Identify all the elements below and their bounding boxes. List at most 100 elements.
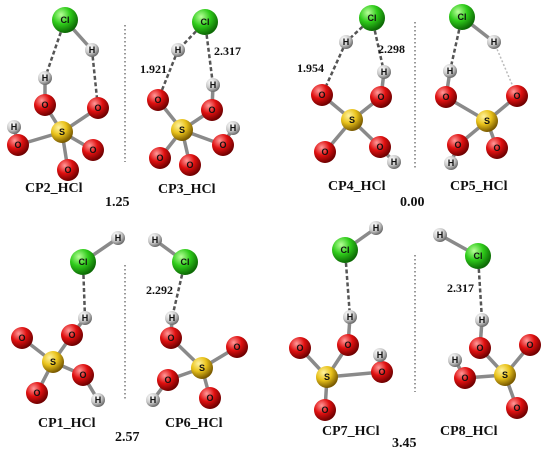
caption: CP2_HCl — [25, 181, 83, 196]
atom — [314, 399, 336, 421]
atom — [11, 327, 33, 349]
atom — [212, 134, 234, 156]
atom — [341, 109, 363, 131]
atom-label: H — [82, 313, 89, 323]
atom — [78, 311, 92, 325]
atom-label: S — [50, 357, 56, 367]
distance: 2.292 — [146, 283, 173, 297]
atom — [148, 233, 162, 247]
atom-label: O — [164, 375, 171, 385]
atom — [201, 99, 223, 121]
atom-label: Cl — [474, 251, 483, 261]
atom-label: Cl — [79, 257, 88, 267]
atom — [465, 243, 491, 269]
atom-label: O — [68, 330, 75, 340]
energy: 0.00 — [400, 195, 425, 210]
atom — [72, 364, 94, 386]
atom-label: O — [167, 333, 174, 343]
atom-label: Cl — [341, 245, 350, 255]
atom — [226, 336, 248, 358]
atom-label: O — [41, 100, 48, 110]
atom-label: O — [377, 92, 384, 102]
atom-label: H — [175, 45, 182, 55]
atom-label: O — [208, 105, 215, 115]
atom-label: H — [42, 73, 49, 83]
atom-label: O — [296, 343, 303, 353]
atom — [7, 134, 29, 156]
atom — [343, 310, 357, 324]
atom-label: O — [64, 165, 71, 175]
atom — [433, 228, 447, 242]
atom — [475, 313, 489, 327]
caption: CP7_HCl — [322, 424, 380, 439]
atom-label: S — [324, 372, 330, 382]
atom — [359, 5, 385, 31]
energy: 1.25 — [105, 195, 130, 210]
atom — [377, 65, 391, 79]
caption: CP6_HCl — [165, 416, 223, 431]
bond — [476, 255, 484, 321]
atom-label: S — [179, 125, 185, 135]
atom — [226, 121, 240, 135]
atom-label: O — [89, 145, 96, 155]
atom-label: S — [199, 363, 205, 373]
atom-label: H — [11, 122, 18, 132]
atom — [57, 159, 79, 181]
atom — [85, 43, 99, 57]
atom-label: O — [454, 140, 461, 150]
caption: CP4_HCl — [328, 179, 386, 194]
bond — [343, 249, 352, 318]
distance: 2.298 — [378, 42, 405, 56]
atom — [26, 382, 48, 404]
atom-label: O — [154, 95, 161, 105]
atom — [387, 155, 401, 169]
atom-label: H — [381, 67, 388, 77]
atom — [332, 237, 358, 263]
atom-label: O — [233, 342, 240, 352]
atom-label: O — [318, 90, 325, 100]
atom-label: O — [344, 340, 351, 350]
atom — [171, 119, 193, 141]
atom — [486, 137, 508, 159]
atom — [179, 154, 201, 176]
atom-label: H — [447, 66, 454, 76]
caption: CP3_HCl — [158, 182, 216, 197]
atom-label: H — [89, 45, 96, 55]
atom — [494, 364, 516, 386]
atom-label: H — [479, 315, 486, 325]
bond — [203, 21, 215, 86]
distances: 1.921 2.317 1.954 2.298 2.292 2.317 — [140, 42, 474, 297]
caption: 2.57 — [115, 430, 140, 445]
atom-label: Cl — [368, 13, 377, 23]
atom-label: H — [448, 158, 455, 168]
atom-label: O — [442, 92, 449, 102]
atom-label: S — [349, 115, 355, 125]
distance: 2.317 — [214, 44, 241, 58]
atom-label: O — [186, 160, 193, 170]
captions: CP2_HCl 1.25 CP3_HCl CP4_HCl 0.00 CP5_HC… — [25, 179, 508, 451]
atom — [444, 156, 458, 170]
atom — [149, 147, 171, 169]
atom — [160, 327, 182, 349]
energy: 3.45 — [392, 436, 417, 451]
atom-label: O — [33, 388, 40, 398]
atom — [369, 221, 383, 235]
caption: CP5_HCl — [450, 179, 508, 194]
atom-label: H — [347, 312, 354, 322]
atom — [61, 324, 83, 346]
atom — [192, 9, 218, 35]
atom-label: H — [373, 223, 380, 233]
atom-label: H — [230, 123, 237, 133]
atom — [70, 249, 96, 275]
atom — [506, 397, 528, 419]
atom-label: H — [95, 395, 102, 405]
atom — [51, 121, 73, 143]
atom-label: S — [502, 370, 508, 380]
atom — [82, 139, 104, 161]
atom-label: H — [169, 313, 176, 323]
atom — [52, 7, 78, 33]
caption: CP8_HCl — [440, 424, 498, 439]
atom — [165, 311, 179, 325]
atom — [146, 393, 160, 407]
